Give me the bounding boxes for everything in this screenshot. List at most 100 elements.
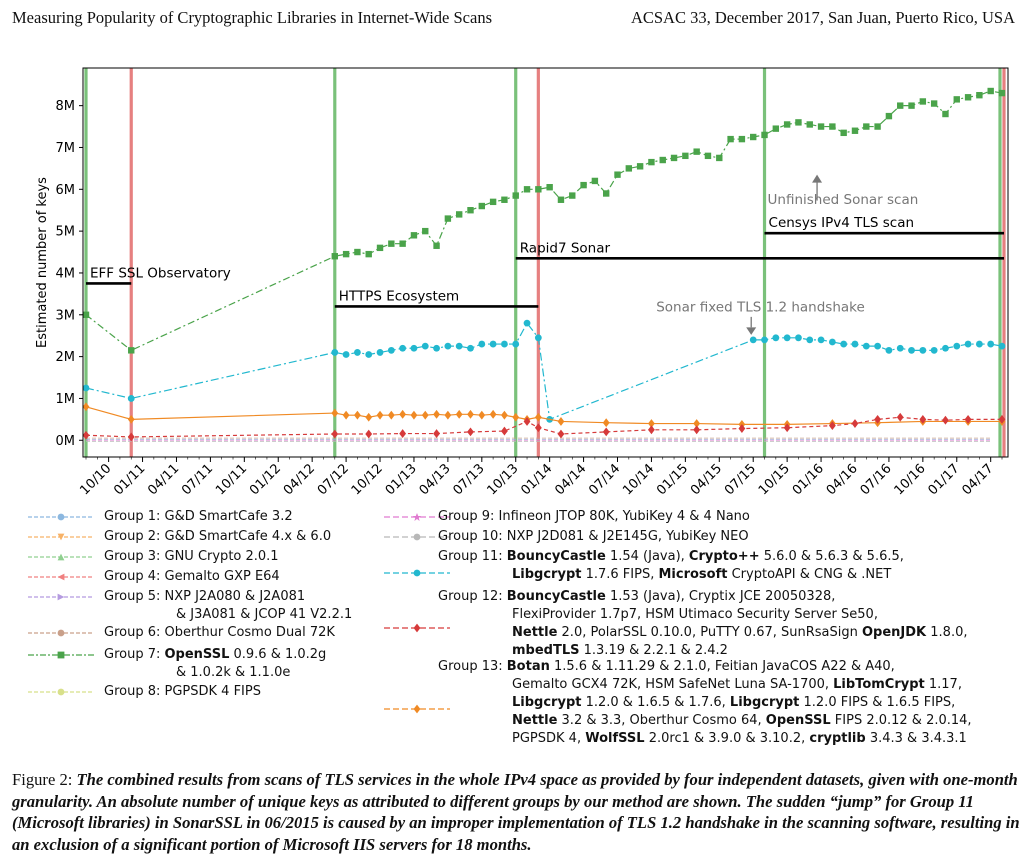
legend-entry: Group 12: BouncyCastle 1.53 (Java), Cryp… xyxy=(438,588,835,605)
dataset-label: EFF SSL Observatory xyxy=(90,265,231,281)
data-point xyxy=(693,148,700,155)
legend-symbol xyxy=(28,513,94,521)
data-point xyxy=(534,412,542,422)
legend-text: 1.5.6 & 1.11.29 & 2.1.0, Feitian JavaCOS… xyxy=(549,659,895,674)
x-tick-label: 01/16 xyxy=(790,461,827,498)
legend-library-name: cryptlib xyxy=(809,731,866,746)
legend-text: 1.3.19 & 2.2.1 & 2.4.2 xyxy=(579,643,728,658)
x-tick-label: 07/16 xyxy=(858,461,895,498)
data-point xyxy=(964,414,972,424)
data-point xyxy=(467,427,474,437)
data-point xyxy=(614,171,621,178)
data-point xyxy=(501,196,508,203)
data-point xyxy=(421,410,429,420)
legend-entry-continuation: & 1.0.2k & 1.1.0e xyxy=(176,664,290,681)
x-tick-label: 04/15 xyxy=(688,461,725,498)
data-point xyxy=(444,410,452,420)
data-point xyxy=(512,340,520,348)
legend-entry: Group 3: GNU Crypto 2.0.1 xyxy=(104,548,279,565)
legend-text: NXP J2A080 & J2A081 xyxy=(164,589,306,604)
legend-entry: Group 13: Botan 1.5.6 & 1.11.29 & 2.1.0,… xyxy=(438,658,895,675)
legend-symbol xyxy=(28,593,94,601)
data-point xyxy=(523,319,531,327)
legend-text: Infineon JTOP 80K, YubiKey 4 & 4 Nano xyxy=(498,509,750,524)
data-point xyxy=(693,419,701,428)
x-tick-label: 04/13 xyxy=(417,461,454,498)
data-point xyxy=(942,110,949,118)
x-tick-label: 01/13 xyxy=(383,461,420,498)
data-point xyxy=(82,430,90,440)
data-point xyxy=(127,395,135,402)
series-line xyxy=(85,322,1003,421)
legend-group-prefix: Group 4: xyxy=(104,569,165,584)
data-point xyxy=(478,202,486,210)
data-point xyxy=(534,334,542,342)
series-line xyxy=(85,406,1002,425)
data-point xyxy=(433,409,440,419)
legend-group-prefix: Group 13: xyxy=(438,659,507,674)
x-tick-label: 07/13 xyxy=(451,461,488,498)
legend-text: Oberthur Cosmo Dual 72K xyxy=(164,625,335,640)
legend-symbol xyxy=(384,623,450,633)
data-point xyxy=(421,342,429,350)
legend-entry: Group 1: G&D SmartCafe 3.2 xyxy=(104,508,293,525)
data-point xyxy=(399,429,407,438)
legend-text: FlexiProvider 1.7p7, HSM Utimaco Securit… xyxy=(512,607,878,622)
series-line xyxy=(85,416,1002,438)
data-point xyxy=(354,248,361,256)
data-point xyxy=(569,192,576,199)
legend-entry: Group 7: OpenSSL 0.9.6 & 1.0.2g xyxy=(104,646,326,663)
data-point xyxy=(874,414,882,424)
data-point xyxy=(365,412,373,422)
legend-text: PGPSDK 4, xyxy=(512,731,586,746)
data-point xyxy=(953,342,961,350)
legend-group-prefix: Group 6: xyxy=(104,625,165,640)
data-point xyxy=(82,384,90,392)
data-point xyxy=(976,91,983,99)
data-point xyxy=(648,158,655,166)
annotation-sonar-fixed: Sonar fixed TLS 1.2 handshake xyxy=(656,299,865,315)
legend-library-name: Libgcrypt xyxy=(512,695,582,710)
data-point xyxy=(388,240,395,247)
x-tick-label: 10/15 xyxy=(756,461,793,498)
series-group-13 xyxy=(82,402,1006,429)
legend-library-name: Libgcrypt xyxy=(729,695,800,710)
data-point xyxy=(534,423,542,433)
legend-text: 1.7.6 FIPS, xyxy=(581,567,659,582)
data-point xyxy=(885,346,893,354)
data-point xyxy=(783,334,791,342)
legend-library-name: Microsoft xyxy=(658,567,728,582)
figure-caption: Figure 2: The combined results from scan… xyxy=(12,769,1020,855)
data-point xyxy=(761,131,768,139)
data-point xyxy=(387,346,395,354)
data-point xyxy=(874,123,881,130)
legend-text: PGPSDK 4 FIPS xyxy=(164,684,261,699)
legend-library-name: Nettle xyxy=(512,713,558,728)
legend-symbol xyxy=(384,704,450,714)
data-point xyxy=(987,87,994,95)
legend-group-prefix: Group 3: xyxy=(104,549,165,564)
legend-library-name: Botan xyxy=(506,659,550,674)
data-point xyxy=(354,349,361,356)
data-point xyxy=(795,119,802,126)
legend-text: 2.0, PolarSSL 0.10.0, PuTTY 0.67, SunRsa… xyxy=(557,625,862,640)
legend-library-name: LibTomCrypt xyxy=(833,677,925,692)
data-point xyxy=(478,340,486,348)
y-tick-label: 7M xyxy=(56,141,76,156)
data-point xyxy=(331,408,339,418)
data-point xyxy=(783,423,791,433)
data-point xyxy=(749,336,757,344)
data-point xyxy=(806,336,814,344)
data-point xyxy=(365,250,372,258)
data-point xyxy=(331,429,339,439)
x-tick-label: 04/16 xyxy=(824,461,861,498)
legend-text: 1.2.0 & 1.6.5 & 1.7.6, xyxy=(581,695,730,710)
legend-text: 1.2.0 FIPS & 1.6.5 FIPS, xyxy=(799,695,956,710)
data-point xyxy=(828,338,836,346)
data-point xyxy=(964,340,972,348)
data-point xyxy=(82,311,90,318)
data-point xyxy=(489,198,497,206)
y-tick-label: 6M xyxy=(56,183,76,198)
series-group-12 xyxy=(82,412,1006,442)
legend-library-name: Libgcrypt xyxy=(512,567,582,582)
